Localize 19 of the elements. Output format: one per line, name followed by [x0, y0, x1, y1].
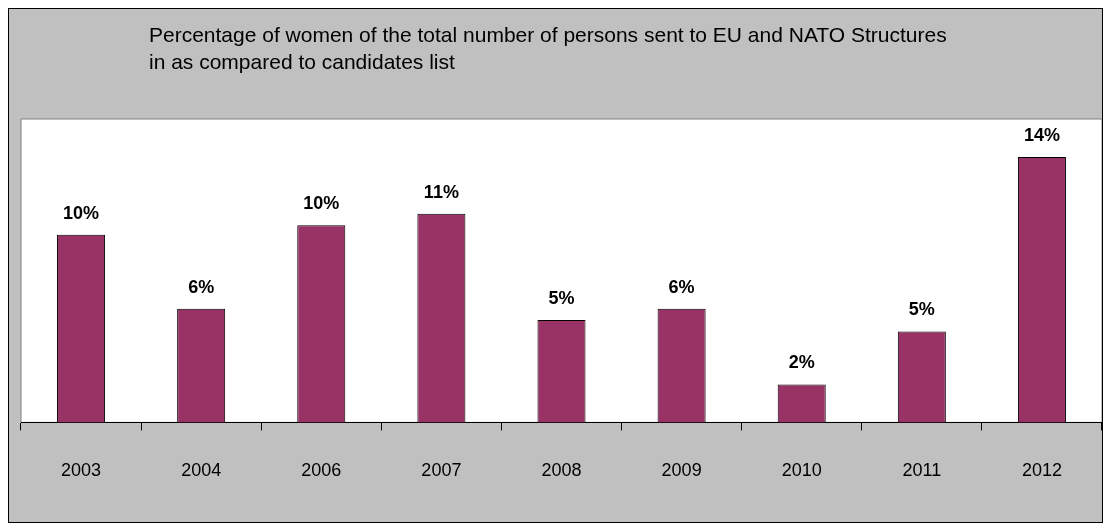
x-tick-label: 2006 [301, 460, 342, 481]
data-label: 11% [423, 181, 459, 202]
data-label: 2% [788, 352, 815, 373]
x-tick-label: 2007 [421, 460, 462, 481]
data-label: 10% [63, 202, 100, 223]
data-label: 10% [303, 193, 340, 214]
data-label: 5% [908, 299, 935, 320]
data-label: 6% [668, 276, 695, 297]
chart-title: Percentage of women of the total number of persons sent to EU and NATO Structures in as compared to candidates list [149, 22, 948, 75]
x-tick-label: 2003 [61, 460, 102, 481]
x-tick-label: 2012 [1021, 460, 1062, 481]
x-tick-label: 2008 [541, 460, 582, 481]
x-tick-label: 2010 [781, 460, 822, 481]
data-label: 14% [1023, 124, 1060, 145]
x-tick-label: 2011 [902, 460, 942, 481]
data-label: 5% [548, 287, 575, 308]
x-tick-label: 2004 [181, 460, 222, 481]
data-label: 6% [188, 276, 215, 297]
x-tick-label: 2009 [661, 460, 702, 481]
